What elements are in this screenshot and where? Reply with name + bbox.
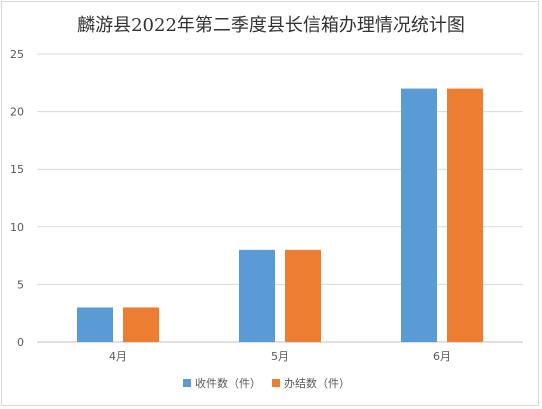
bar-received-4: [77, 307, 113, 342]
x-tick-label: 5月: [271, 350, 289, 363]
y-tick-label: 20: [10, 106, 24, 119]
x-axis: 4月 5月 6月: [109, 350, 451, 363]
legend-item-completed: 办结数（件）: [272, 377, 350, 390]
bar-completed-6: [447, 88, 483, 342]
legend-swatch: [272, 379, 280, 387]
legend: 收件数（件） 办结数（件）: [183, 376, 350, 390]
bar-received-6: [401, 88, 437, 342]
chart-title: 麟游县2022年第二季度县长信箱办理情况统计图: [77, 15, 465, 36]
y-tick-label: 0: [17, 336, 24, 349]
y-tick-label: 10: [10, 221, 24, 234]
legend-swatch: [183, 379, 191, 387]
legend-item-received: 收件数（件）: [183, 376, 261, 390]
bar-completed-5: [285, 249, 321, 342]
y-tick-label: 25: [10, 48, 24, 61]
y-axis: 0 5 10 15 20 25: [10, 48, 24, 349]
x-tick-label: 6月: [433, 350, 451, 363]
y-tick-label: 15: [10, 163, 24, 176]
bar-received-5: [239, 249, 275, 342]
y-tick-label: 5: [17, 278, 24, 291]
bar-completed-4: [123, 307, 159, 342]
bars: [77, 88, 483, 342]
legend-label: 收件数（件）: [195, 376, 261, 390]
legend-label: 办结数（件）: [284, 377, 350, 390]
grid: [37, 53, 523, 343]
x-tick-label: 4月: [109, 350, 127, 363]
